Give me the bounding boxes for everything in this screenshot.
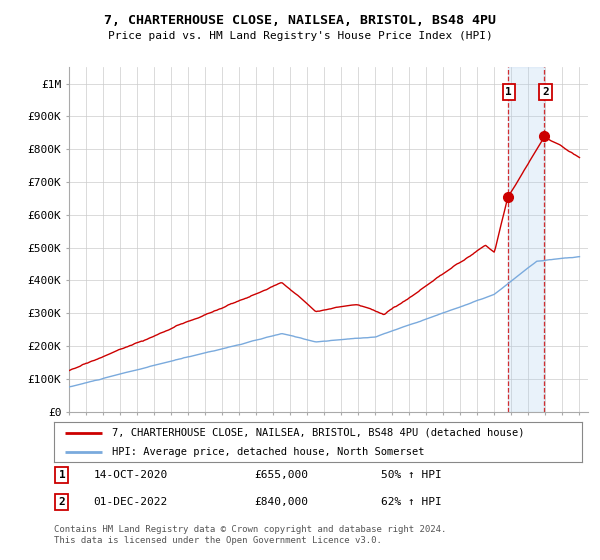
Text: £655,000: £655,000 xyxy=(254,470,308,480)
Text: £840,000: £840,000 xyxy=(254,497,308,507)
Text: Price paid vs. HM Land Registry's House Price Index (HPI): Price paid vs. HM Land Registry's House … xyxy=(107,31,493,41)
Text: 7, CHARTERHOUSE CLOSE, NAILSEA, BRISTOL, BS48 4PU (detached house): 7, CHARTERHOUSE CLOSE, NAILSEA, BRISTOL,… xyxy=(112,428,524,438)
Text: 2: 2 xyxy=(542,87,549,97)
Text: 01-DEC-2022: 01-DEC-2022 xyxy=(94,497,168,507)
Bar xyxy=(508,67,544,412)
Text: 7, CHARTERHOUSE CLOSE, NAILSEA, BRISTOL, BS48 4PU: 7, CHARTERHOUSE CLOSE, NAILSEA, BRISTOL,… xyxy=(104,14,496,27)
Text: 62% ↑ HPI: 62% ↑ HPI xyxy=(382,497,442,507)
Text: 14-OCT-2020: 14-OCT-2020 xyxy=(94,470,168,480)
Text: 50% ↑ HPI: 50% ↑ HPI xyxy=(382,470,442,480)
Text: 2: 2 xyxy=(59,497,65,507)
Text: 1: 1 xyxy=(505,87,512,97)
Text: 1: 1 xyxy=(59,470,65,480)
Text: HPI: Average price, detached house, North Somerset: HPI: Average price, detached house, Nort… xyxy=(112,447,425,457)
Text: Contains HM Land Registry data © Crown copyright and database right 2024.
This d: Contains HM Land Registry data © Crown c… xyxy=(54,525,446,545)
